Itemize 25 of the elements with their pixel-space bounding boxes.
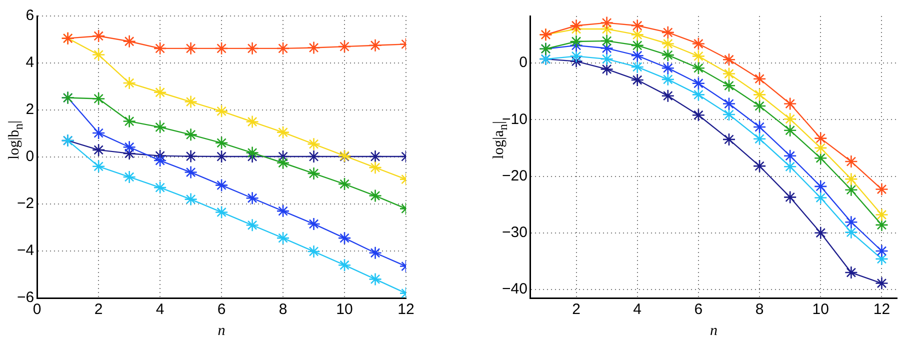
x-axis-title: n (710, 322, 718, 339)
y-tick-label: −40 (502, 280, 528, 298)
x-tick-label: 4 (633, 301, 642, 318)
y-tick-label: 2 (26, 101, 34, 118)
y-tick-label: −20 (502, 167, 528, 184)
y-tick-label: 6 (26, 7, 34, 24)
x-tick-label: 10 (812, 301, 829, 318)
y-tick-label: 0 (26, 148, 34, 166)
x-tick-label: 12 (873, 301, 890, 318)
x-tick-label: 2 (572, 301, 580, 318)
x-tick-label: 10 (336, 301, 353, 318)
y-tick-label: 4 (26, 54, 34, 72)
y-tick-label: −4 (16, 242, 34, 260)
y-tick-label: −2 (16, 195, 34, 212)
x-tick-label: 8 (755, 301, 764, 318)
x-tick-label: 2 (94, 301, 103, 318)
y-tick-label: 0 (519, 54, 528, 72)
x-axis-title: n (218, 322, 226, 339)
y-tick-label: −30 (502, 224, 528, 242)
x-tick-label: 4 (156, 301, 164, 318)
x-tick-label: 12 (398, 301, 414, 318)
x-tick-label: 6 (694, 301, 703, 318)
x-tick-label: 8 (278, 301, 288, 318)
y-tick-label: −6 (16, 289, 34, 306)
x-tick-label: 6 (217, 301, 226, 318)
